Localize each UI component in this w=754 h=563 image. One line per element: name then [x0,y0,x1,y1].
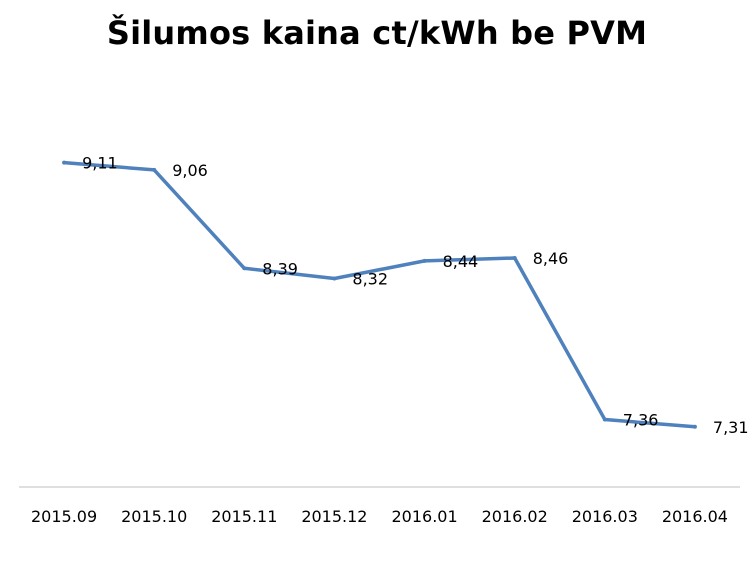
x-tick-label: 2016.01 [392,507,458,526]
data-point [242,266,247,271]
data-label: 7,31 [713,418,749,437]
chart-title: Šilumos kaina ct/kWh be PVM [106,14,648,52]
x-tick-label: 2015.09 [31,507,97,526]
data-point [602,417,607,422]
data-label: 8,32 [352,270,388,289]
x-tick-label: 2016.03 [572,507,638,526]
data-label: 9,06 [172,161,208,180]
x-tick-label: 2015.12 [301,507,367,526]
data-point [62,160,67,165]
data-label: 8,39 [262,259,298,278]
series-line-group [62,160,697,429]
data-label: 7,36 [623,411,659,430]
x-tick-label: 2015.10 [121,507,187,526]
data-point [152,167,157,172]
series-line [62,160,697,429]
x-tick-label: 2016.04 [662,507,728,526]
data-label: 8,44 [443,252,479,271]
data-point [422,258,427,263]
data-labels: 9,11 9,06 8,39 8,32 8,44 8,46 7,36 7,31 [82,154,748,437]
data-point [692,424,697,429]
data-label: 8,46 [533,249,569,268]
data-point [332,276,337,281]
x-tick-label: 2016.02 [482,507,548,526]
x-tick-labels: 2015.09 2015.10 2015.11 2015.12 2016.01 2016.… [31,507,728,526]
data-label: 9,11 [82,154,118,173]
data-point [512,256,517,260]
x-tick-label: 2015.11 [211,507,277,526]
